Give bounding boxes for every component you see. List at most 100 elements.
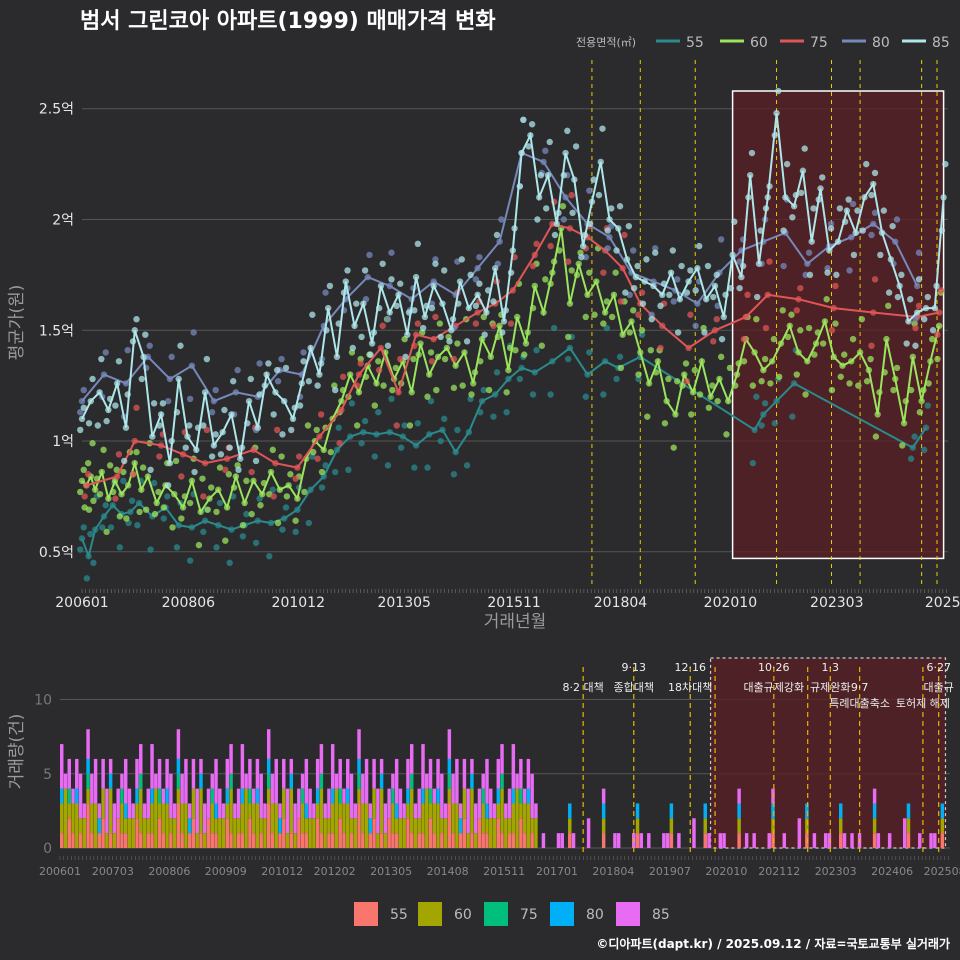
data-point bbox=[899, 442, 906, 449]
volume-bar bbox=[349, 818, 354, 834]
data-point bbox=[503, 389, 510, 396]
data-point bbox=[616, 353, 624, 361]
data-point bbox=[164, 493, 171, 500]
volume-bar bbox=[458, 818, 463, 834]
volume-bar bbox=[376, 833, 380, 848]
data-point bbox=[160, 515, 167, 522]
data-point bbox=[599, 125, 606, 132]
volume-bar bbox=[86, 788, 90, 804]
series-line bbox=[81, 151, 919, 403]
volume-bar bbox=[752, 833, 756, 848]
data-point bbox=[243, 477, 250, 485]
data-point bbox=[819, 174, 826, 181]
data-point bbox=[234, 366, 241, 374]
data-point bbox=[560, 216, 567, 223]
volume-bar bbox=[703, 833, 707, 848]
volume-bar bbox=[116, 788, 120, 819]
volume-bar bbox=[364, 758, 369, 804]
volume-bar bbox=[327, 788, 331, 819]
data-point bbox=[546, 138, 553, 146]
data-point bbox=[890, 386, 897, 394]
data-point bbox=[269, 446, 276, 454]
data-point bbox=[665, 375, 672, 383]
volume-bar bbox=[214, 818, 218, 834]
data-point bbox=[270, 411, 277, 418]
y-tick-label: 1억 bbox=[52, 434, 74, 450]
data-point bbox=[203, 426, 211, 434]
volume-bar bbox=[244, 788, 248, 848]
volume-bar bbox=[263, 818, 267, 848]
volume-bar bbox=[161, 788, 166, 804]
data-point bbox=[200, 493, 207, 500]
volume-bar bbox=[214, 833, 218, 848]
data-point bbox=[907, 455, 915, 462]
volume-bar bbox=[63, 773, 68, 789]
data-point bbox=[793, 371, 800, 378]
data-point bbox=[542, 147, 549, 155]
volume-bar bbox=[240, 803, 245, 834]
data-point bbox=[357, 355, 364, 363]
data-point bbox=[295, 453, 303, 460]
data-point bbox=[371, 453, 378, 460]
data-point bbox=[595, 191, 603, 199]
volume-bar bbox=[308, 818, 312, 848]
volume-bar bbox=[184, 803, 188, 848]
volume-bar bbox=[157, 818, 162, 848]
volume-bar bbox=[500, 744, 504, 774]
volume-bar bbox=[492, 803, 497, 819]
volume-bar bbox=[425, 773, 429, 789]
volume-legend: 55 60 75 80 85 bbox=[354, 902, 670, 926]
volume-bar bbox=[361, 833, 365, 848]
y-tick-label: 5 bbox=[43, 767, 52, 783]
data-point bbox=[273, 366, 281, 374]
volume-bar bbox=[210, 788, 214, 804]
volume-bar bbox=[677, 833, 681, 848]
data-point bbox=[358, 333, 365, 341]
volume-bar bbox=[97, 833, 102, 848]
volume-bar bbox=[902, 818, 907, 848]
volume-bar bbox=[443, 803, 448, 819]
volume-bar bbox=[214, 803, 218, 819]
data-point bbox=[569, 209, 576, 217]
volume-bar bbox=[481, 773, 485, 789]
data-point bbox=[657, 344, 664, 352]
volume-bar bbox=[440, 818, 444, 834]
volume-bar bbox=[236, 818, 241, 834]
data-point bbox=[617, 298, 625, 305]
data-point bbox=[139, 464, 147, 471]
data-point bbox=[182, 444, 189, 451]
data-point bbox=[116, 544, 124, 551]
volume-bar bbox=[507, 833, 512, 848]
volume-bar bbox=[157, 803, 162, 819]
data-point bbox=[811, 351, 818, 358]
volume-bar bbox=[601, 833, 606, 848]
volume-bar bbox=[440, 773, 444, 819]
volume-bar bbox=[108, 788, 113, 834]
volume-bar bbox=[639, 833, 644, 848]
data-point bbox=[77, 426, 84, 434]
volume-bar bbox=[718, 833, 723, 848]
volume-bar bbox=[409, 773, 414, 789]
x-tick-label: 201408 bbox=[427, 865, 469, 878]
volume-bar bbox=[199, 833, 203, 848]
data-point bbox=[393, 302, 400, 310]
data-point bbox=[942, 160, 949, 168]
data-point bbox=[682, 360, 690, 367]
event-label: 특례대출축소 bbox=[829, 697, 890, 710]
data-point bbox=[397, 355, 404, 363]
volume-bar bbox=[327, 818, 331, 834]
data-point bbox=[936, 309, 943, 316]
event-label: 대출규제강화 bbox=[743, 681, 804, 694]
volume-bar bbox=[330, 803, 335, 834]
data-point bbox=[748, 149, 756, 157]
data-point bbox=[164, 397, 172, 405]
data-point bbox=[863, 378, 871, 385]
volume-bar bbox=[315, 818, 320, 848]
data-point bbox=[106, 462, 114, 469]
data-point bbox=[912, 342, 919, 349]
volume-bar bbox=[918, 833, 922, 848]
volume-bar bbox=[530, 833, 534, 848]
data-point bbox=[877, 251, 884, 259]
volume-bar bbox=[225, 818, 230, 848]
volume-bar bbox=[519, 788, 523, 804]
